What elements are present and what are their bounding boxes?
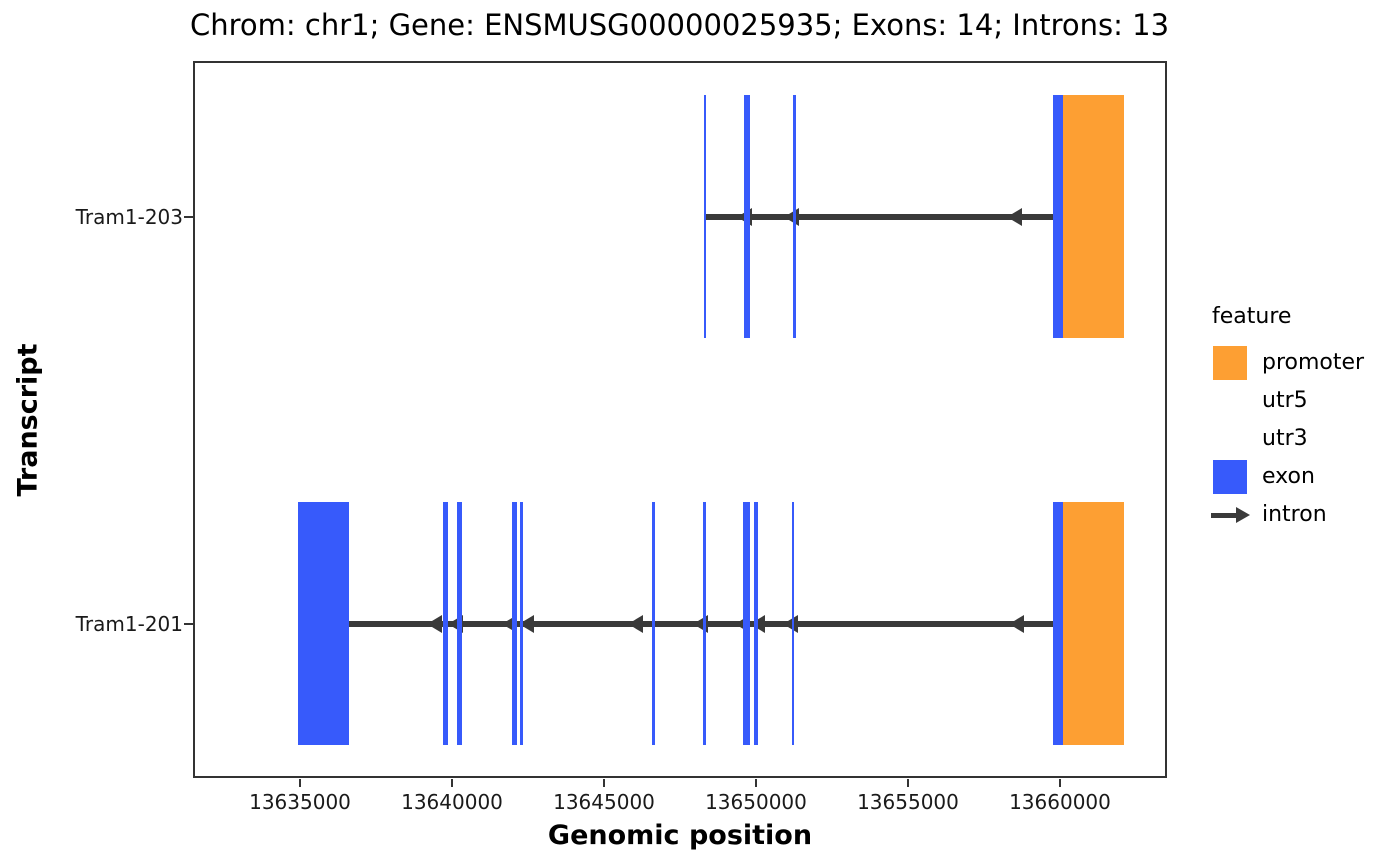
exon-feature — [793, 95, 797, 338]
exon-feature — [1053, 95, 1064, 338]
legend-item-label: intron — [1262, 502, 1327, 527]
intron-strand-arrow-icon — [783, 614, 799, 633]
exon-feature — [743, 502, 750, 745]
legend-item-label: utr3 — [1262, 426, 1308, 451]
y-axis-title: Transcript — [12, 343, 44, 497]
intron-strand-arrow-icon — [783, 207, 799, 226]
exon-feature — [1053, 502, 1064, 745]
x-tick-label: 13640000 — [401, 790, 503, 814]
exon-feature — [703, 502, 707, 745]
x-tick-label: 13655000 — [857, 790, 959, 814]
y-tick-mark — [184, 622, 193, 625]
legend-item-label: promoter — [1262, 350, 1365, 375]
y-tick-label: Tram1-203 — [75, 204, 183, 229]
legend-item-label: utr5 — [1262, 388, 1308, 413]
y-tick-mark — [184, 215, 193, 218]
exon-feature — [704, 95, 707, 338]
x-tick-mark — [299, 779, 301, 787]
x-tick-mark — [906, 779, 909, 787]
intron-strand-arrow-icon — [1008, 614, 1024, 633]
x-tick-label: 13645000 — [553, 790, 655, 814]
exon-feature — [744, 95, 750, 338]
exon-feature — [511, 502, 517, 745]
intron-legend-arrow-icon — [1211, 512, 1237, 518]
x-tick-mark — [1058, 779, 1061, 787]
x-axis-title: Genomic position — [547, 820, 813, 851]
intron-legend-arrowhead-icon — [1236, 507, 1250, 523]
promoter-legend-key — [1213, 346, 1247, 380]
x-tick-mark — [754, 779, 757, 787]
exon-feature — [651, 502, 656, 745]
plot-panel — [193, 61, 1167, 778]
x-tick-mark — [451, 779, 453, 787]
y-tick-label: Tram1-201 — [75, 611, 183, 636]
x-tick-mark — [603, 779, 605, 787]
legend-title: feature — [1212, 304, 1292, 329]
legend-item-label: exon — [1262, 464, 1315, 489]
intron-strand-arrow-icon — [1006, 207, 1022, 226]
intron-strand-arrow-icon — [628, 614, 643, 633]
promoter-feature — [1063, 95, 1124, 338]
plot-title: Chrom: chr1; Gene: ENSMUSG00000025935; E… — [190, 8, 1170, 42]
exon-feature — [443, 502, 449, 745]
exon-feature — [520, 502, 524, 745]
intron-line — [704, 213, 1056, 220]
x-tick-label: 13650000 — [705, 790, 807, 814]
exon-feature — [456, 502, 462, 745]
exon-legend-key — [1213, 460, 1247, 494]
intron-strand-arrow-icon — [427, 614, 443, 633]
exon-feature — [297, 502, 349, 745]
promoter-feature — [1063, 502, 1124, 745]
exon-feature — [754, 502, 759, 745]
exon-feature — [791, 502, 794, 745]
x-tick-label: 13660000 — [1009, 790, 1111, 814]
x-tick-label: 13635000 — [249, 790, 351, 814]
